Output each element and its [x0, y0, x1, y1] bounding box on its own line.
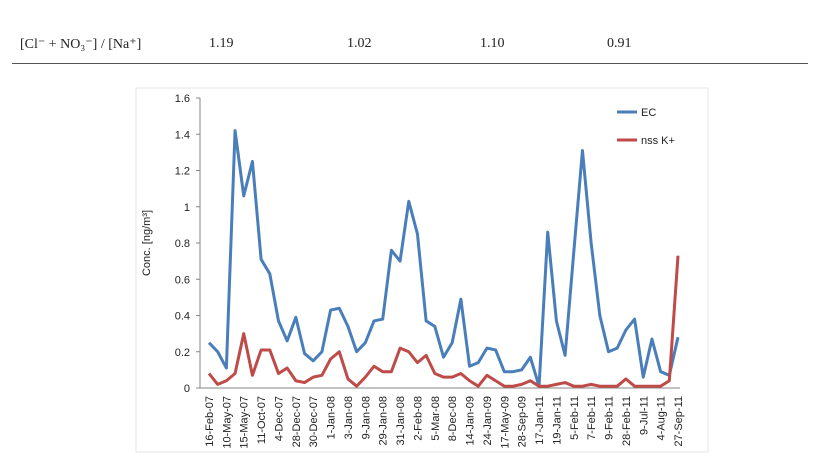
x-tick-label: 9-Jul-11: [638, 396, 650, 435]
x-tick-label: 24-Jan-09: [482, 396, 494, 446]
cell: 1.19: [209, 36, 234, 51]
x-tick-label: 17-May-09: [499, 396, 511, 449]
y-tick-label: 1.4: [175, 129, 190, 141]
y-tick-label: 0.6: [175, 274, 190, 286]
x-tick-label: 14-Jan-09: [465, 396, 477, 446]
y-tick-label: 0.4: [175, 311, 190, 323]
row-label: [Cl⁻ + NO₃⁻] / [Na⁺]: [20, 37, 142, 52]
x-tick-label: 7-Feb-11: [586, 396, 598, 440]
cell: 1.02: [347, 36, 372, 51]
x-tick-label: 10-May-07: [221, 396, 233, 449]
x-tick-label: 15-May-07: [239, 396, 251, 449]
x-tick-label: 29-Jan-08: [378, 396, 390, 446]
y-tick-label: 1.2: [175, 166, 190, 178]
x-tick-label: 3-Jan-08: [343, 396, 355, 439]
x-tick-label: 8-Dec-08: [447, 396, 459, 441]
x-tick-label: 31-Jan-08: [395, 396, 407, 446]
x-tick-label: 30-Dec-07: [308, 396, 320, 447]
x-tick-label: 4-Dec-07: [273, 396, 285, 441]
y-tick-label: 1: [184, 202, 190, 214]
y-tick-label: 0.2: [175, 347, 190, 359]
x-tick-label: 9-Feb-11: [604, 396, 616, 440]
x-tick-label: 28-Sep-09: [517, 396, 529, 447]
x-tick-label: 28-Feb-11: [621, 396, 633, 446]
x-tick-label: 5-Feb-11: [569, 396, 581, 440]
legend-label: EC: [641, 107, 656, 119]
x-tick-label: 17-Jan-11: [534, 396, 546, 445]
table-rule: [12, 63, 808, 64]
cell: 1.10: [480, 36, 505, 51]
legend-label: nss K+: [641, 135, 675, 147]
x-tick-label: 27-Sep-11: [673, 396, 685, 447]
x-tick-label: 1-Jan-08: [326, 396, 338, 439]
x-tick-label: 11-Oct-07: [256, 396, 268, 444]
x-tick-label: 4-Aug-11: [656, 396, 668, 440]
y-axis-label: Conc. [ng/m³]: [141, 210, 153, 276]
y-tick-label: 0.8: [175, 238, 190, 250]
x-tick-label: 2-Feb-08: [412, 396, 424, 441]
x-tick-label: 5-Mar-08: [430, 396, 442, 441]
x-tick-label: 19-Jan-11: [551, 396, 563, 445]
x-tick-label: 28-Dec-07: [291, 396, 303, 447]
y-tick-label: 1.6: [175, 93, 190, 105]
x-tick-label: 16-Feb-07: [204, 396, 216, 447]
cell: 0.91: [607, 36, 632, 51]
series-line: [207, 255, 680, 388]
x-tick-label: 9-Jan-08: [360, 396, 372, 439]
series-line: [207, 129, 680, 388]
y-tick-label: 0: [184, 383, 190, 395]
